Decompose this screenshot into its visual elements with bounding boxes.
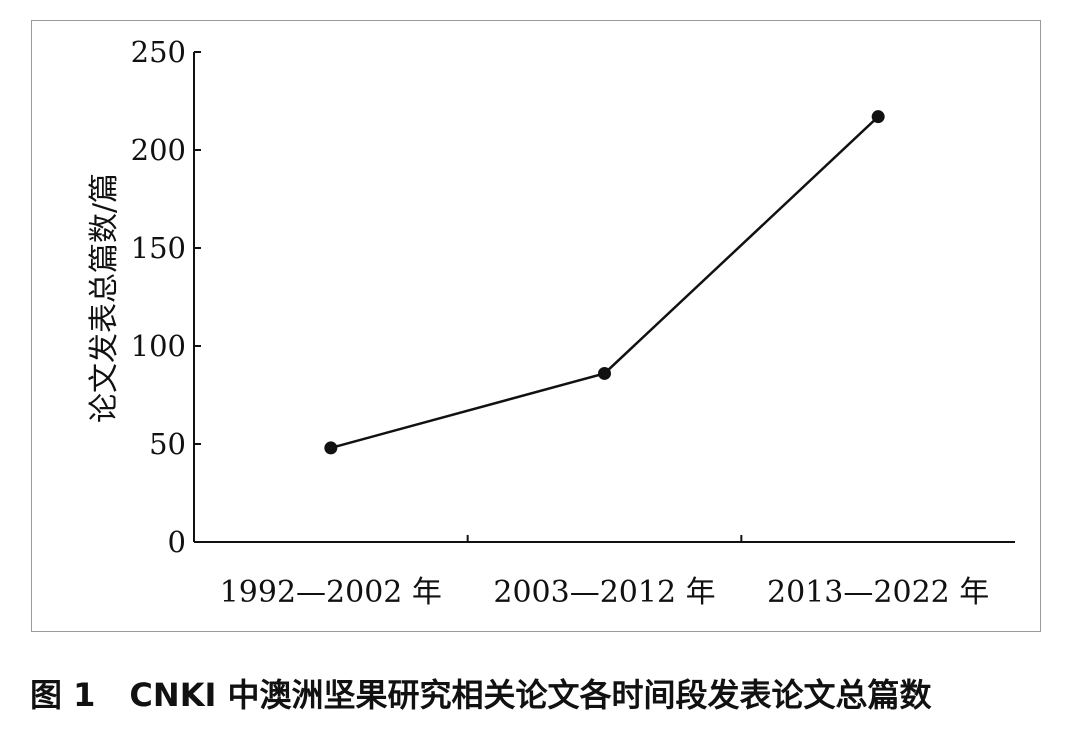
x-tick-label: 2003—2012 年 — [493, 575, 715, 610]
x-tick-label: 1992—2002 年 — [220, 575, 442, 610]
y-tick-label: 0 — [168, 525, 186, 559]
data-point-marker — [598, 366, 611, 380]
tick-labels: 0 50 100 150 200 250 1992—2002 年 2003—2012 年 201… — [131, 35, 990, 610]
x-tick-label: 2013—2022 年 — [767, 575, 989, 610]
y-tick-label: 50 — [149, 427, 186, 461]
y-axis-label: 论文发表总篇数/篇 — [87, 173, 122, 423]
data-point-marker — [871, 110, 885, 124]
axes — [193, 51, 1015, 543]
figure-caption: 图 1 CNKI 中澳洲坚果研究相关论文各时间段发表论文总篇数 — [30, 670, 932, 716]
figure-frame — [31, 20, 1041, 632]
y-tick-label: 150 — [131, 231, 186, 265]
data-point-marker — [324, 441, 338, 455]
line-chart: 0 50 100 150 200 250 1992—2002 年 2003—2012 年 201… — [87, 35, 1015, 610]
y-tick-label: 200 — [131, 133, 186, 167]
y-tick-label: 250 — [131, 35, 186, 69]
y-tick-label: 100 — [131, 329, 186, 363]
figure-caption-text: CNKI 中澳洲坚果研究相关论文各时间段发表论文总篇数 — [129, 676, 932, 714]
figure-number: 图 1 — [30, 676, 96, 714]
data-series — [324, 110, 885, 455]
series-line — [330, 115, 880, 450]
